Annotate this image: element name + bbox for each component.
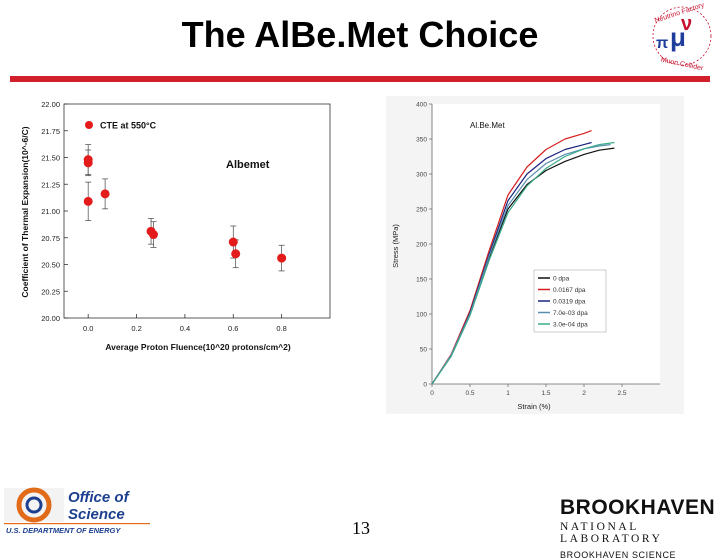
chart2-legend-label: 3.0e-04 dpa bbox=[553, 322, 588, 329]
chart2-x-tick-label: 2.5 bbox=[617, 390, 626, 397]
chart2-legend-label: 0.0319 dpa bbox=[553, 299, 586, 306]
chart2-x-tick-label: 1 bbox=[506, 390, 510, 397]
bnl-footer-text: BROOKHAVEN SCIENCE bbox=[560, 550, 677, 560]
nf-nu-glyph: ν bbox=[681, 13, 692, 35]
chart1-x-tick-label: 0.4 bbox=[180, 324, 190, 333]
chart1-plot-frame bbox=[63, 103, 331, 319]
doe-line1: Office of bbox=[68, 489, 131, 506]
chart1-data-point bbox=[277, 253, 287, 263]
stress-strain-chart: 0 50 100 150 200 250 300 350 400 0 0.5 1 1.5 2 2.5 Al.… bbox=[386, 96, 684, 414]
chart2-y-tick-label: 200 bbox=[416, 242, 427, 249]
chart2-legend-label: 0.0167 dpa bbox=[553, 287, 586, 294]
chart2-x-tick-label: 0.5 bbox=[465, 390, 474, 397]
chart2-y-tick-label: 0 bbox=[423, 382, 427, 389]
chart2-y-tick-label: 100 bbox=[416, 312, 427, 319]
legend-marker bbox=[85, 121, 93, 129]
slide-title: The AlBe.Met Choice bbox=[181, 14, 539, 55]
doe-line3: U.S. DEPARTMENT OF ENERGY bbox=[6, 526, 121, 534]
chart1-x-tick-label: 0.6 bbox=[228, 324, 238, 333]
bnl-name: BROOKHAVEN bbox=[560, 496, 716, 519]
chart2-series-line bbox=[431, 141, 615, 385]
chart2-y-tick-label: 300 bbox=[416, 172, 427, 179]
chart1-y-tick-label: 20.50 bbox=[41, 261, 60, 270]
chart1-xlabel: Average Proton Fluence(10^20 protons/cm^… bbox=[105, 342, 290, 352]
chart2-y-tick-label: 400 bbox=[416, 102, 427, 109]
chart1-y-tick-label: 20.25 bbox=[41, 287, 60, 296]
chart2-x-tick-label: 0 bbox=[430, 390, 434, 397]
chart2-y-tick-label: 50 bbox=[420, 347, 428, 354]
chart2-y-tick-label: 250 bbox=[416, 207, 427, 214]
chart2-y-tick-label: 150 bbox=[416, 277, 427, 284]
title-rule bbox=[10, 76, 710, 82]
chart2-series-line bbox=[431, 130, 592, 385]
chart1-ylabel: Coefficient of Thermal Expansion(10^-6/C… bbox=[20, 126, 30, 297]
chart1-y-tick-label: 21.00 bbox=[41, 207, 60, 216]
nf-bottom-text: Muon Collider bbox=[660, 57, 704, 72]
chart1-data-point bbox=[148, 230, 158, 240]
brookhaven-logo: BROOKHAVEN NATIONAL LABORATORY BROOKHAVE… bbox=[560, 496, 718, 560]
chart1-x-tick-label: 0.2 bbox=[131, 324, 141, 333]
chart1-y-tick-label: 21.25 bbox=[41, 180, 60, 189]
chart2-legend-label: 0 dpa bbox=[553, 276, 570, 283]
chart2-y-tick-label: 350 bbox=[416, 137, 427, 144]
chart1-y-tick-label: 21.50 bbox=[41, 154, 60, 163]
doe-office-of-science-logo: Office of Science U.S. DEPARTMENT OF ENE… bbox=[4, 486, 154, 539]
chart1-x-tick-label: 0.8 bbox=[276, 324, 286, 333]
chart2-xlabel: Strain (%) bbox=[517, 402, 551, 411]
chart1-legend-label: CTE at 550°C bbox=[100, 121, 157, 131]
chart1-data-point bbox=[83, 196, 93, 206]
nf-mu-glyph: μ bbox=[670, 22, 686, 52]
chart2-x-tick-label: 1.5 bbox=[541, 390, 550, 397]
chart1-data-point bbox=[231, 249, 241, 259]
chart2-legend-label: 7.0e-03 dpa bbox=[553, 310, 588, 317]
bnl-subtitle: NATIONAL LABORATORY bbox=[560, 521, 663, 545]
doe-emblem-icon bbox=[16, 487, 52, 523]
nf-pi-glyph: π bbox=[656, 35, 668, 52]
chart1-data-point bbox=[228, 237, 238, 247]
chart1-x-tick-label: 0.0 bbox=[83, 324, 93, 333]
page-number: 13 bbox=[352, 518, 370, 538]
chart1-y-tick-label: 22.00 bbox=[41, 100, 60, 109]
chart1-y-tick-label: 20.00 bbox=[41, 314, 60, 323]
chart2-ylabel: Stress (MPa) bbox=[391, 224, 400, 268]
cte-scatter-chart: 20.00 20.25 20.50 20.75 21.00 21.25 21.50 21.75… bbox=[20, 100, 331, 352]
doe-line2: Science bbox=[68, 506, 125, 523]
neutrino-factory-logo: μ ν π Neutrino Factory Muon Collider bbox=[652, 2, 712, 72]
chart2-x-tick-label: 2 bbox=[582, 390, 586, 397]
chart1-data-point bbox=[83, 158, 93, 168]
chart2-title: Al.Be.Met bbox=[470, 121, 505, 130]
chart1-y-tick-label: 20.75 bbox=[41, 234, 60, 243]
chart1-y-tick-label: 21.75 bbox=[41, 127, 60, 136]
chart1-title: Albemet bbox=[226, 159, 270, 171]
chart1-data-point bbox=[100, 189, 110, 199]
